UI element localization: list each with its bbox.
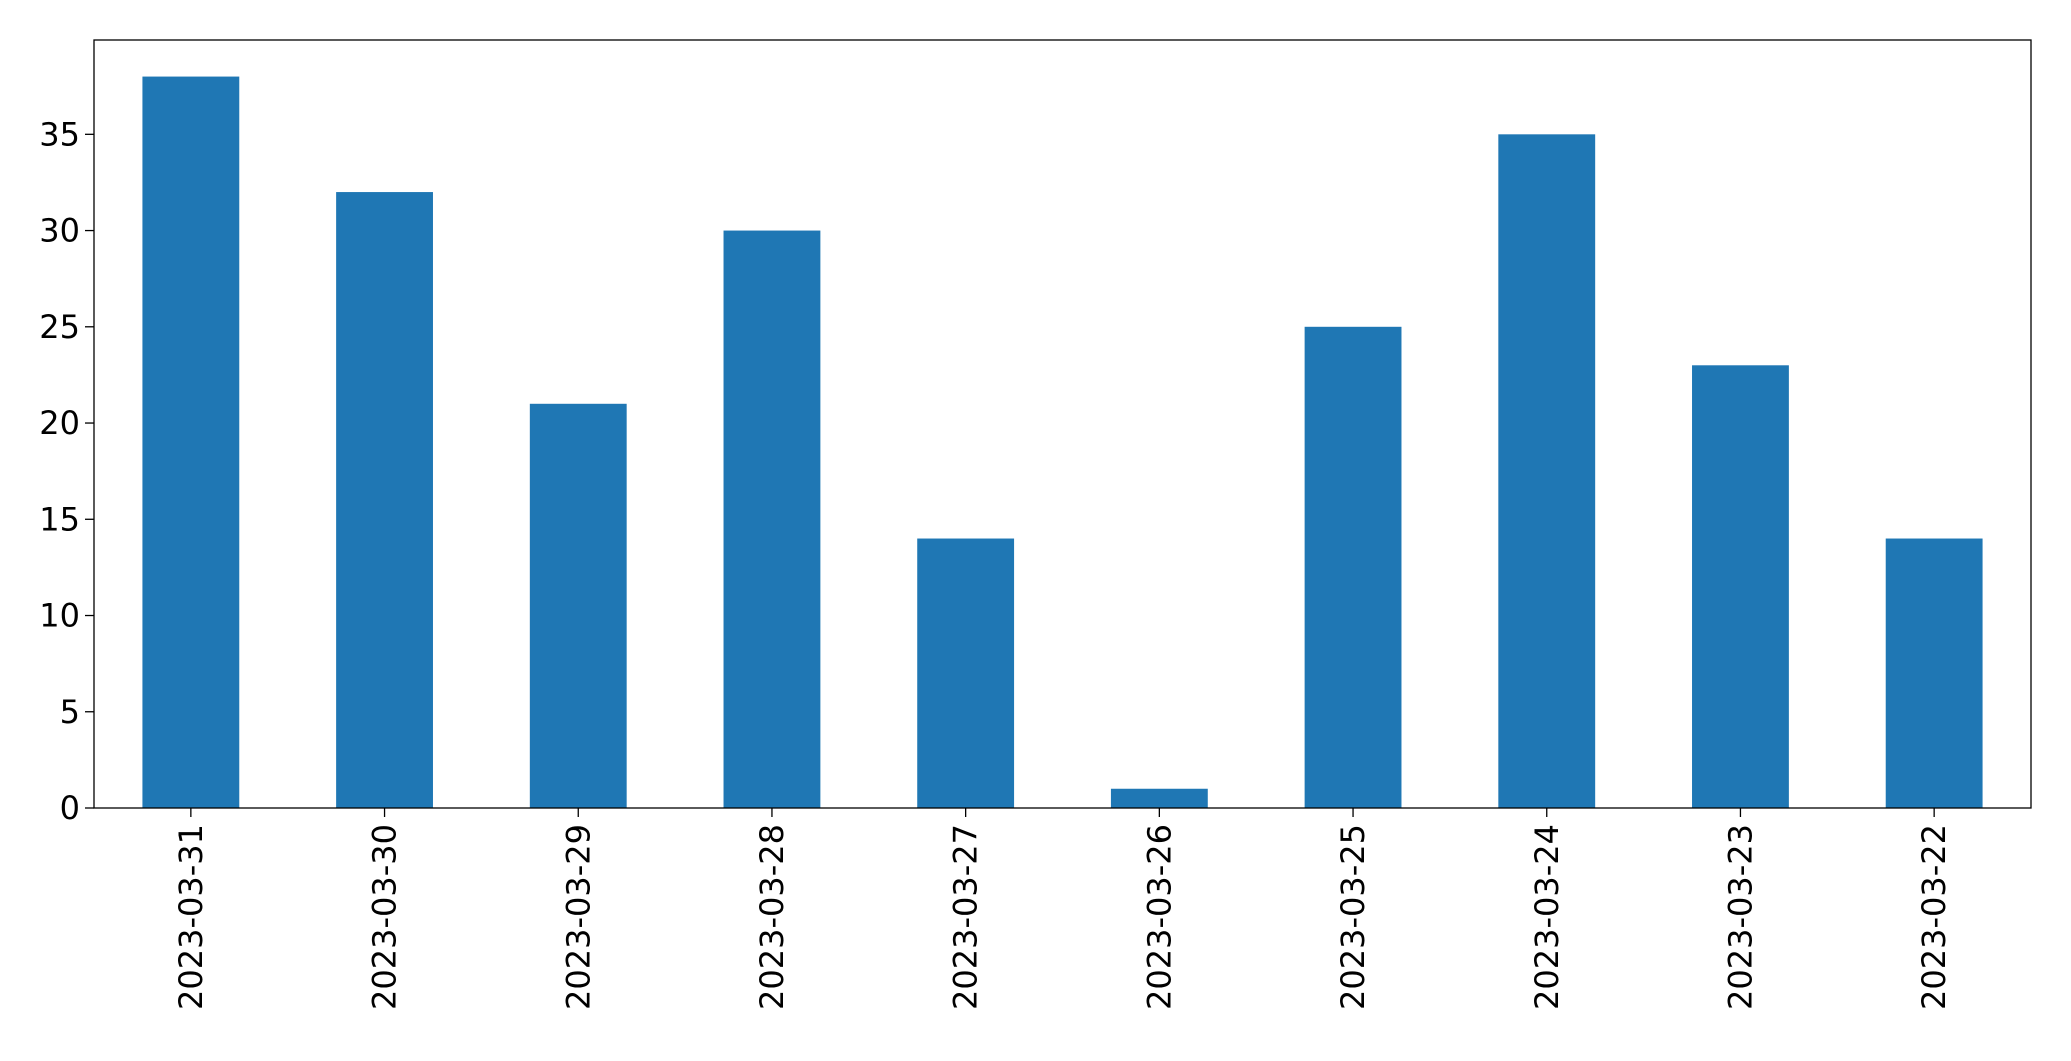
y-tick-label: 15 <box>39 500 80 538</box>
y-tick-label: 35 <box>39 115 80 153</box>
x-tick-label: 2023-03-23 <box>1721 824 1759 1010</box>
y-tick-label: 5 <box>60 693 80 731</box>
x-tick-label: 2023-03-30 <box>366 824 404 1010</box>
x-tick-label: 2023-03-29 <box>559 824 597 1010</box>
y-tick-label: 20 <box>39 404 80 442</box>
y-tick-label: 10 <box>39 597 80 635</box>
bar <box>336 192 433 808</box>
bar <box>529 403 627 808</box>
y-tick-label: 25 <box>39 308 80 346</box>
x-tick-label: 2023-03-24 <box>1528 824 1566 1010</box>
x-tick-label: 2023-03-27 <box>947 824 985 1010</box>
bar <box>917 538 1015 808</box>
bar <box>1304 326 1402 808</box>
bar <box>723 230 821 808</box>
x-tick-label: 2023-03-28 <box>753 824 791 1010</box>
x-tick-label: 2023-03-31 <box>172 824 210 1010</box>
plot-frame <box>93 39 2032 809</box>
y-tick-label: 0 <box>60 789 80 827</box>
bar <box>1498 134 1596 808</box>
bar <box>1110 788 1208 808</box>
x-tick-label: 2023-03-25 <box>1334 824 1372 1010</box>
x-tick-label: 2023-03-22 <box>1915 824 1953 1010</box>
x-tick-label: 2023-03-26 <box>1140 824 1178 1010</box>
bar <box>1885 538 1983 808</box>
bar <box>142 76 240 809</box>
bar <box>1692 365 1789 808</box>
y-tick-label: 30 <box>39 212 80 250</box>
